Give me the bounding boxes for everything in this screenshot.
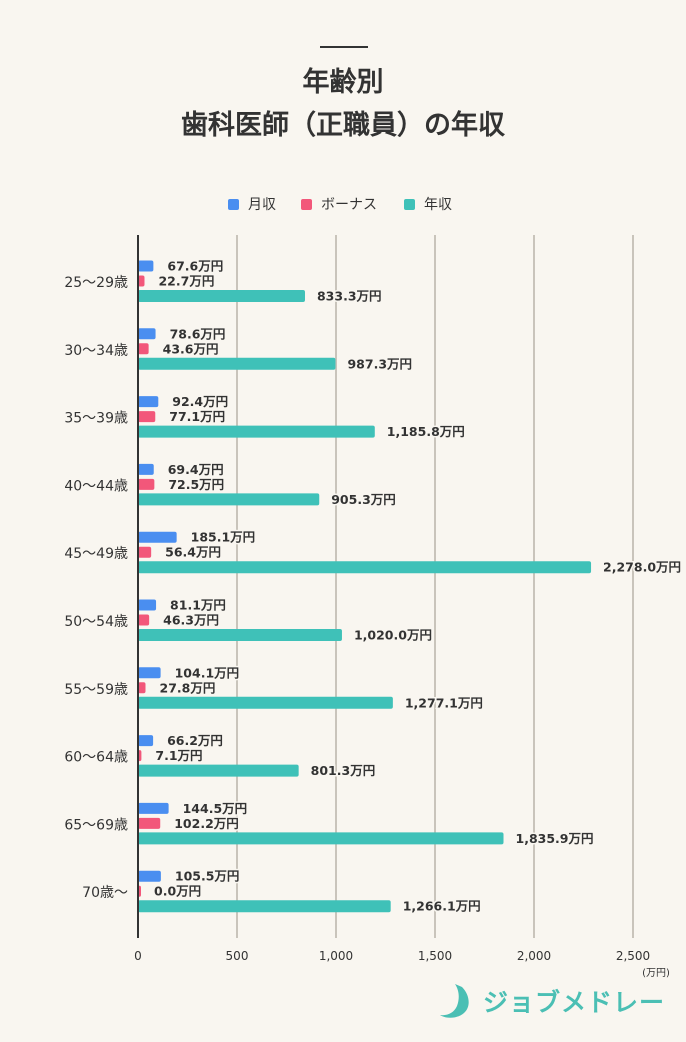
bar [138, 275, 145, 287]
category-label: 45〜49歳 [64, 546, 128, 562]
title-rule [320, 46, 368, 48]
data-label: 185.1万円 [191, 530, 256, 545]
legend-swatch-annual [404, 198, 415, 210]
bar [138, 463, 154, 475]
data-label: 77.1万円 [169, 409, 225, 424]
category-label: 65〜69歳 [64, 817, 128, 833]
category-label: 25〜29歳 [64, 275, 128, 291]
legend-item-bonus: ボーナス [301, 194, 377, 214]
bar [138, 667, 161, 679]
data-label: 72.5万円 [168, 477, 224, 492]
bar [138, 696, 393, 709]
legend-label-monthly: 月収 [248, 197, 276, 213]
data-label: 1,020.0万円 [354, 628, 432, 643]
data-label: 46.3万円 [163, 613, 219, 628]
bar [138, 290, 305, 302]
chart-title-line-2: 歯科医師（正職員）の年収 [181, 110, 505, 141]
category-label: 55〜59歳 [64, 682, 128, 698]
data-label: 81.1万円 [170, 598, 226, 613]
data-label: 43.6万円 [163, 341, 219, 356]
x-tick-label: 500 [226, 949, 249, 963]
bar [138, 802, 169, 814]
data-label: 92.4万円 [172, 394, 228, 409]
category-label: 40〜44歳 [64, 478, 128, 494]
data-label: 7.1万円 [155, 748, 202, 763]
x-tick-label: 0 [134, 949, 142, 963]
bar [138, 396, 159, 408]
bar [138, 357, 336, 370]
data-label: 1,835.9万円 [516, 831, 594, 846]
data-label: 22.7万円 [158, 274, 214, 289]
bar [138, 817, 161, 829]
category-label: 30〜34歳 [64, 343, 128, 359]
bar [138, 629, 342, 641]
bar [138, 411, 156, 423]
bar [138, 614, 150, 626]
bar [138, 832, 504, 845]
bar [138, 682, 146, 694]
data-label: 56.4万円 [165, 545, 221, 560]
data-label: 105.5万円 [175, 869, 240, 884]
bar [138, 764, 299, 777]
data-label: 0.0万円 [154, 884, 201, 899]
bar [138, 328, 156, 340]
x-tick-label: 2,500 [616, 949, 650, 963]
bar [138, 599, 157, 611]
data-label: 104.1万円 [175, 665, 240, 680]
bar [138, 425, 375, 438]
logo-text: ジョブメドレー [483, 988, 666, 1017]
data-label: 1,185.8万円 [387, 424, 465, 439]
legend-label-annual: 年収 [424, 197, 452, 213]
category-label: 60〜64歳 [64, 750, 128, 766]
data-label: 102.2万円 [174, 816, 239, 831]
bar [138, 735, 154, 747]
data-label: 144.5万円 [183, 801, 248, 816]
category-label: 35〜39歳 [64, 411, 128, 427]
data-label: 2,278.0万円 [603, 560, 681, 575]
x-tick-label: 2,000 [517, 949, 551, 963]
bar [138, 546, 152, 558]
bar [138, 870, 161, 882]
legend-swatch-bonus [301, 198, 312, 210]
data-label: 833.3万円 [317, 289, 382, 304]
x-tick-label: 1,000 [319, 949, 353, 963]
data-label: 67.6万円 [167, 259, 223, 274]
legend-item-monthly: 月収 [228, 194, 276, 214]
data-label: 1,277.1万円 [405, 695, 483, 710]
category-label: 70歳〜 [82, 885, 128, 901]
chart-title-line-1: 年齢別 [302, 67, 384, 98]
legend-item-annual: 年収 [404, 194, 452, 214]
bar [138, 260, 154, 272]
bar [138, 900, 391, 913]
bar [138, 493, 320, 506]
data-label: 66.2万円 [167, 733, 223, 748]
legend-swatch-monthly [228, 198, 239, 210]
x-unit-label: (万円) [642, 968, 670, 979]
bar [138, 343, 149, 355]
data-label: 78.6万円 [170, 326, 226, 341]
data-label: 905.3万円 [331, 492, 396, 507]
bar [138, 478, 155, 490]
data-label: 27.8万円 [160, 680, 216, 695]
medley-swoosh-icon [440, 984, 469, 1018]
data-label: 69.4万円 [168, 462, 224, 477]
data-label: 801.3万円 [311, 763, 376, 778]
data-label: 987.3万円 [347, 356, 412, 371]
legend-label-bonus: ボーナス [321, 197, 377, 213]
jobmedley-logo: ジョブメドレー [437, 982, 665, 1020]
category-label: 50〜54歳 [64, 614, 128, 630]
data-label: 1,266.1万円 [403, 899, 481, 914]
bar [138, 531, 177, 543]
chart-legend: 月収 ボーナス 年収 [0, 194, 686, 214]
bar [138, 561, 592, 574]
x-tick-label: 1,500 [418, 949, 452, 963]
